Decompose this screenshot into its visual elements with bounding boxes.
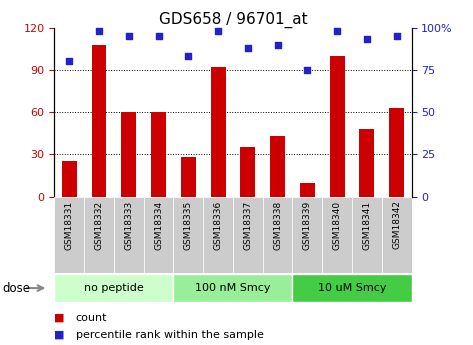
- Point: [214, 28, 222, 34]
- Bar: [240, 147, 255, 197]
- Text: GSM18342: GSM18342: [392, 200, 401, 249]
- Bar: [92, 45, 106, 197]
- Point: [274, 42, 281, 47]
- Bar: [270, 136, 285, 197]
- Text: ■: ■: [54, 330, 65, 339]
- Text: GSM18332: GSM18332: [95, 200, 104, 249]
- Bar: [54, 274, 174, 302]
- Bar: [144, 197, 174, 273]
- Bar: [359, 129, 374, 197]
- Point: [244, 45, 252, 51]
- Point: [393, 33, 401, 39]
- Bar: [292, 274, 412, 302]
- Text: count: count: [76, 313, 107, 323]
- Text: GSM18340: GSM18340: [333, 200, 342, 249]
- Point: [155, 33, 162, 39]
- Bar: [330, 56, 344, 197]
- Text: no peptide: no peptide: [84, 283, 144, 293]
- Point: [184, 53, 192, 59]
- Text: GSM18333: GSM18333: [124, 200, 133, 250]
- Point: [125, 33, 132, 39]
- Text: GSM18337: GSM18337: [243, 200, 252, 250]
- Text: GSM18339: GSM18339: [303, 200, 312, 250]
- Text: 100 nM Smcy: 100 nM Smcy: [195, 283, 271, 293]
- Point: [65, 59, 73, 64]
- Point: [333, 28, 341, 34]
- Bar: [84, 197, 114, 273]
- Bar: [54, 197, 84, 273]
- Bar: [203, 197, 233, 273]
- Bar: [174, 197, 203, 273]
- Text: GSM18334: GSM18334: [154, 200, 163, 249]
- Text: ■: ■: [54, 313, 65, 323]
- Bar: [352, 197, 382, 273]
- Bar: [322, 197, 352, 273]
- Bar: [174, 274, 292, 302]
- Text: GSM18341: GSM18341: [362, 200, 371, 249]
- Bar: [389, 108, 404, 197]
- Bar: [300, 183, 315, 197]
- Bar: [233, 197, 263, 273]
- Text: GSM18338: GSM18338: [273, 200, 282, 250]
- Text: GSM18331: GSM18331: [65, 200, 74, 250]
- Text: 10 uM Smcy: 10 uM Smcy: [318, 283, 386, 293]
- Text: dose: dose: [2, 282, 30, 295]
- Bar: [382, 197, 412, 273]
- Bar: [151, 112, 166, 197]
- Bar: [62, 161, 77, 197]
- Bar: [263, 197, 292, 273]
- Bar: [210, 67, 226, 197]
- Bar: [181, 157, 196, 197]
- Text: percentile rank within the sample: percentile rank within the sample: [76, 330, 263, 339]
- Bar: [114, 197, 144, 273]
- Bar: [292, 197, 322, 273]
- Text: GSM18335: GSM18335: [184, 200, 193, 250]
- Title: GDS658 / 96701_at: GDS658 / 96701_at: [158, 11, 307, 28]
- Bar: [122, 112, 136, 197]
- Point: [304, 67, 311, 72]
- Text: GSM18336: GSM18336: [214, 200, 223, 250]
- Point: [363, 37, 371, 42]
- Point: [95, 28, 103, 34]
